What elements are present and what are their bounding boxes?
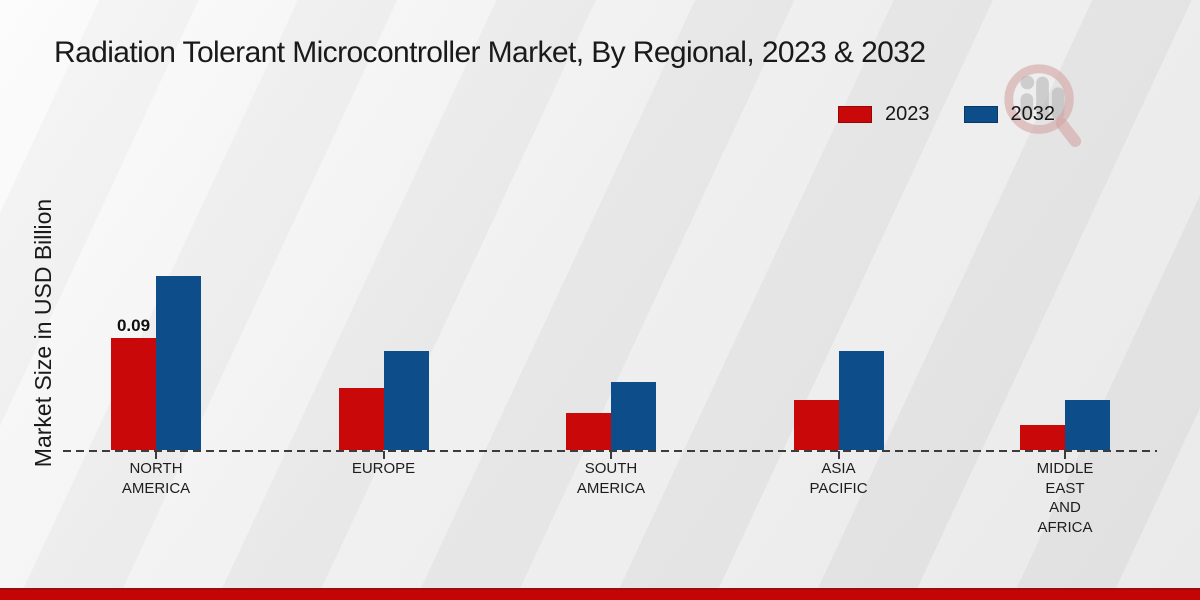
legend-label-2032: 2032 (1010, 103, 1056, 125)
x-axis-tick-north-america (155, 451, 157, 459)
market-research-magnifier-logo-icon (1004, 64, 1082, 148)
bar-2032-north-america (156, 276, 201, 450)
x-axis-tick-europe (382, 451, 385, 459)
bar-2023-north-america (111, 338, 156, 450)
legend-label-2023: 2023 (885, 103, 930, 125)
bar-2023-south-america (566, 413, 611, 450)
x-axis-tick-middle-east-and-africa (1064, 451, 1066, 459)
bar-value-label: 0.09 (116, 316, 151, 335)
bar-2032-europe (383, 351, 429, 450)
x-axis-tick-asia-pacific (837, 451, 840, 459)
bar-2023-middle-east-and-africa (1020, 425, 1065, 450)
category-label-south-america: SOUTH AMERICA (576, 460, 646, 497)
x-axis-tick-south-america (610, 451, 612, 459)
category-label-north-america: NORTH AMERICA (121, 460, 191, 497)
legend-swatch-2032 (963, 106, 998, 123)
legend-item-2032: 2032 (963, 103, 1056, 126)
legend-item-2023: 2023 (838, 103, 930, 126)
chart-title: Radiation Tolerant Microcontroller Marke… (54, 36, 926, 69)
bar-2032-asia-pacific (838, 351, 884, 450)
category-label-asia-pacific: ASIA PACIFIC (809, 460, 868, 497)
bar-2023-asia-pacific (793, 400, 839, 450)
footer-accent-bar (0, 588, 1200, 600)
legend: 2023 2032 (838, 103, 1055, 126)
bar-2032-south-america (611, 382, 656, 450)
bar-2023-europe (338, 388, 384, 450)
category-label-middle-east-and-africa: MIDDLE EAST AND AFRICA (1036, 460, 1094, 536)
category-label-europe: EUROPE (351, 460, 416, 477)
legend-swatch-2023 (838, 106, 872, 123)
bar-2032-middle-east-and-africa (1065, 400, 1110, 450)
